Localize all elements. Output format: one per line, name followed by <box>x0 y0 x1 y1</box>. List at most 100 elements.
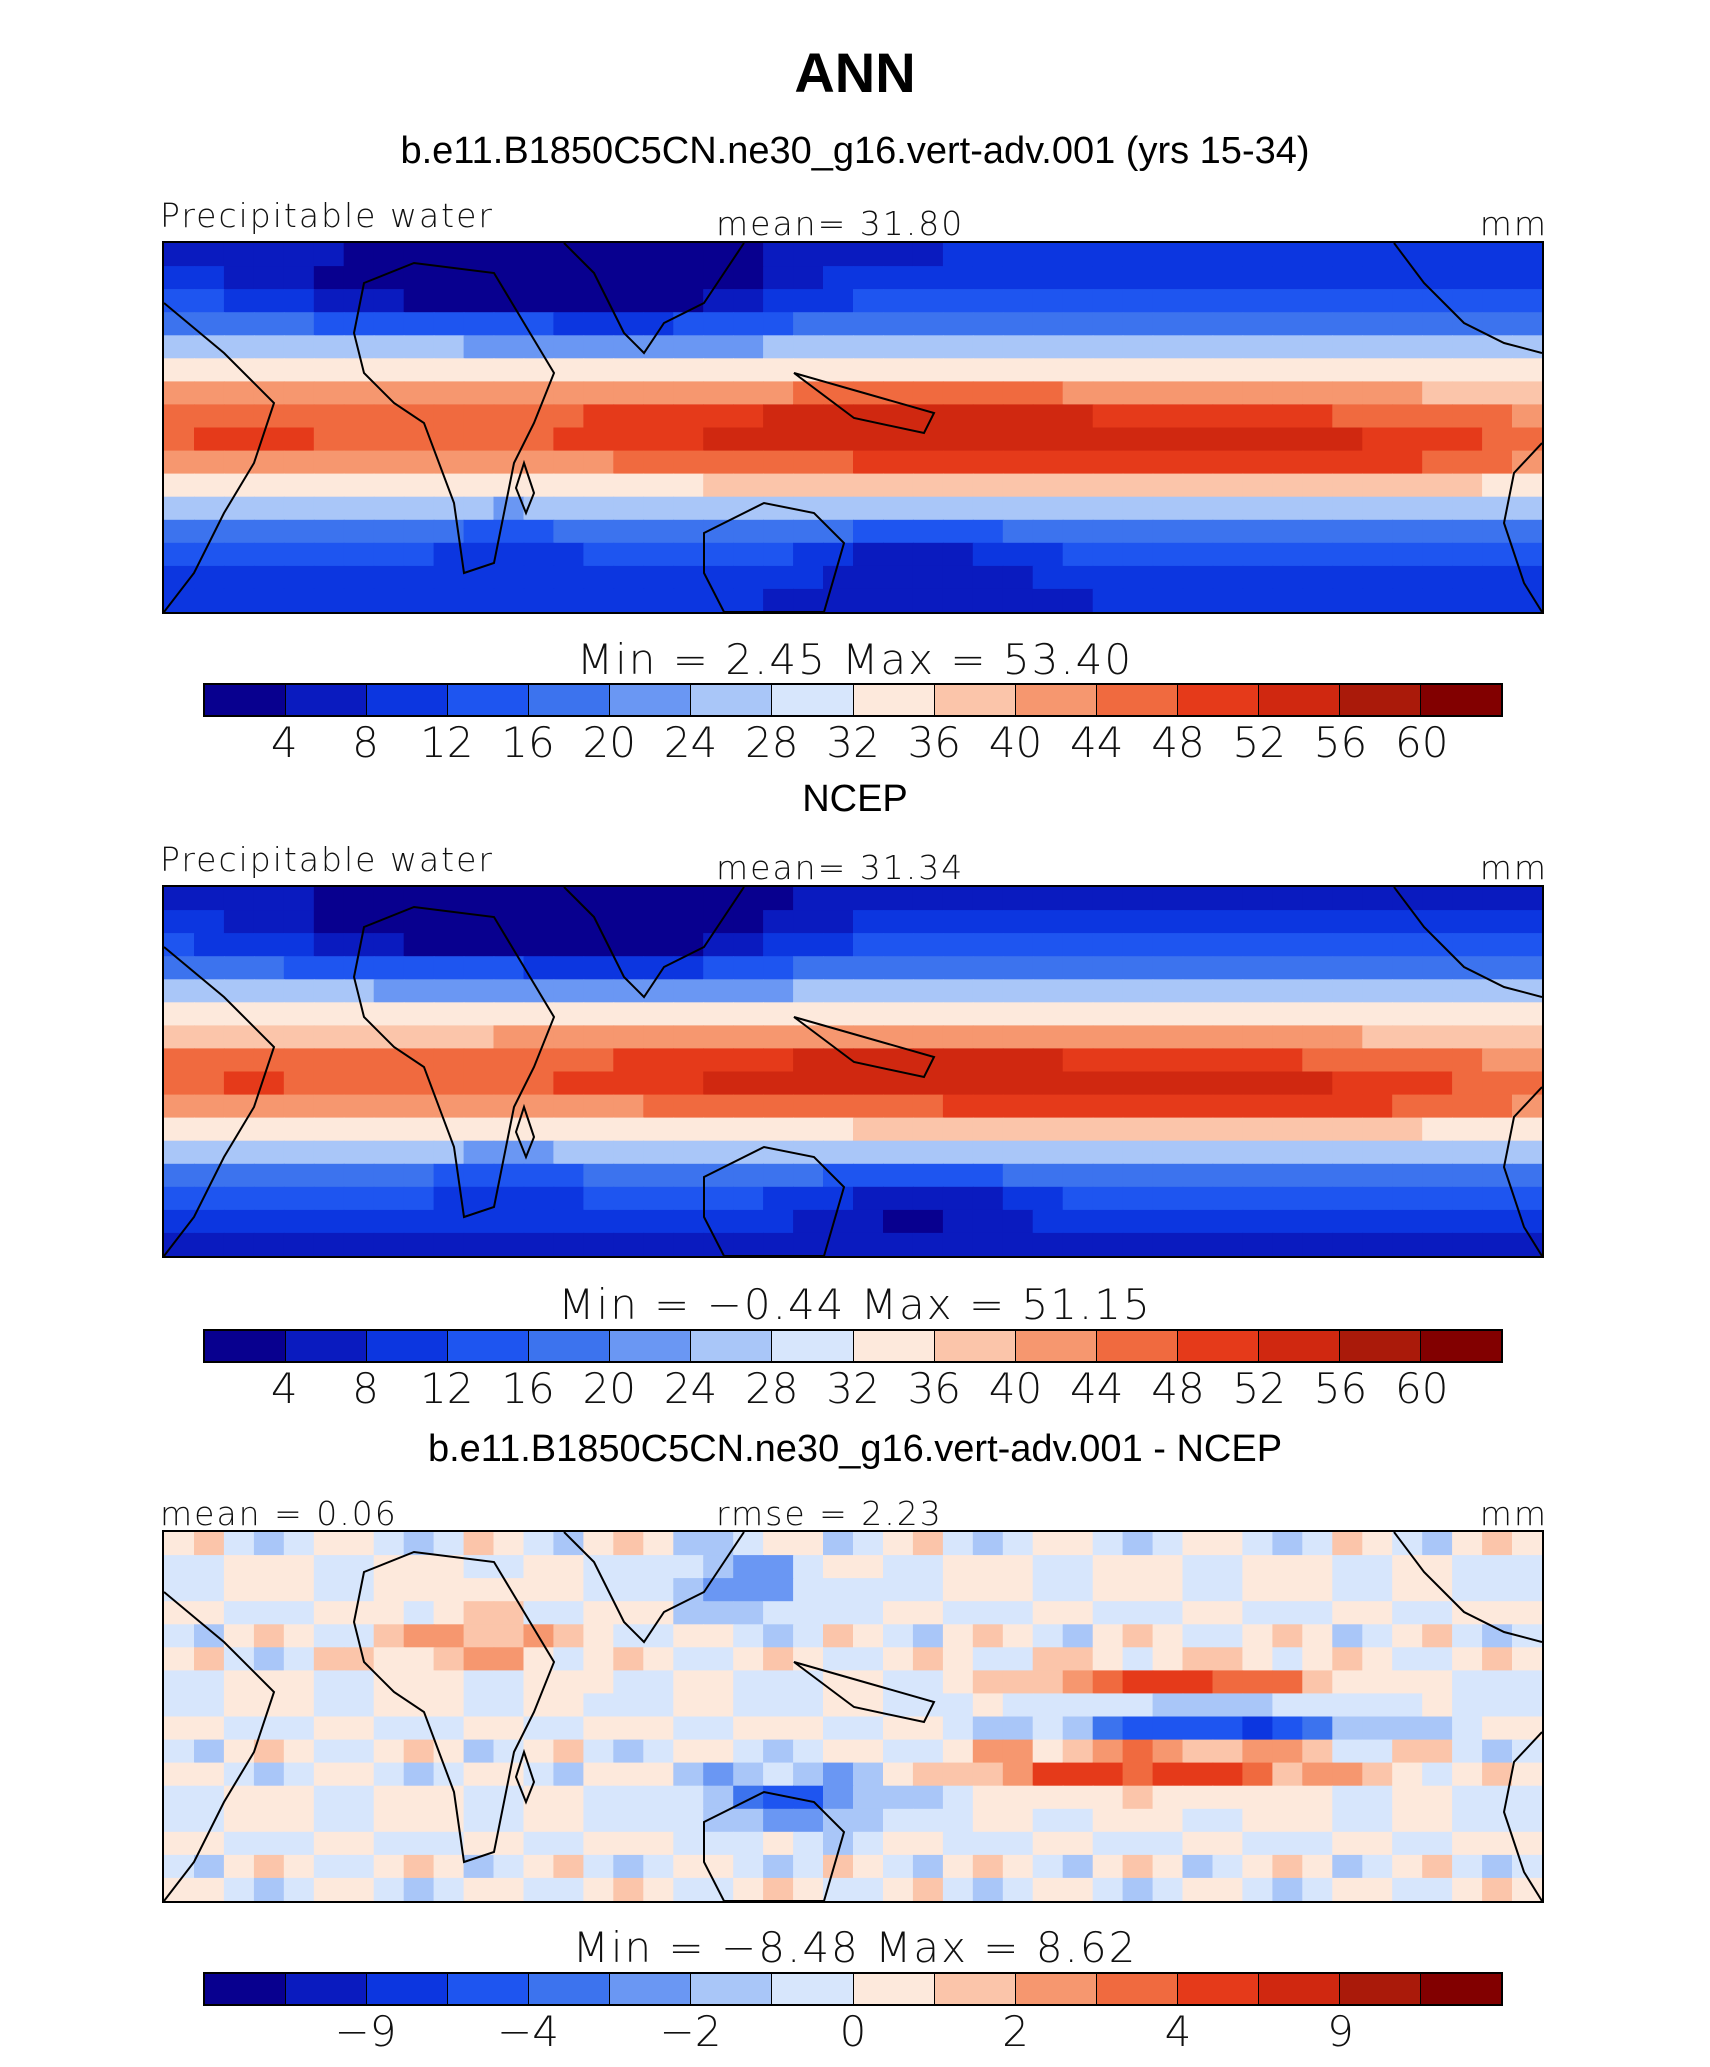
field-cell <box>373 1117 405 1142</box>
field-cell <box>403 1186 435 1211</box>
field-cell <box>283 1025 315 1050</box>
field-cell <box>1452 1647 1483 1672</box>
field-cell <box>1122 887 1154 911</box>
field-cell <box>194 381 225 406</box>
field-cell <box>253 312 285 337</box>
field-cell <box>553 312 585 337</box>
field-cell <box>433 1025 465 1050</box>
field-cell <box>1032 404 1064 429</box>
field-cell <box>853 358 884 383</box>
field-cell <box>1212 1716 1244 1741</box>
field-cell <box>1452 1117 1483 1142</box>
field-cell <box>1302 1854 1334 1879</box>
field-cell <box>373 1186 405 1211</box>
field-cell <box>1242 956 1274 981</box>
field-cell <box>343 1785 375 1810</box>
field-cell <box>823 1739 854 1764</box>
field-cell <box>643 1555 675 1579</box>
field-cell <box>1002 243 1034 267</box>
field-cell <box>1512 1163 1542 1188</box>
field-cell <box>164 1117 195 1142</box>
field-cell <box>283 1555 315 1579</box>
field-cell <box>703 1693 734 1718</box>
field-cell <box>553 1716 585 1741</box>
field-cell <box>553 910 585 934</box>
field-cell <box>1122 496 1154 521</box>
field-cell <box>1152 266 1184 290</box>
field-cell <box>164 1808 195 1833</box>
field-cell <box>853 1186 884 1211</box>
field-cell <box>1032 335 1064 360</box>
field-cell <box>613 887 645 911</box>
field-cell <box>733 427 764 452</box>
field-cell <box>523 1716 555 1741</box>
field-cell <box>164 1555 195 1579</box>
field-cell <box>583 1693 615 1718</box>
field-cell <box>793 312 824 337</box>
field-cell <box>912 1670 944 1695</box>
field-cell <box>1062 1601 1094 1626</box>
field-cell <box>283 1209 315 1234</box>
field-cell <box>1482 1232 1513 1256</box>
field-cell <box>523 266 555 290</box>
field-cell <box>823 1578 854 1602</box>
field-cell <box>1362 1670 1394 1695</box>
field-cell <box>1512 1647 1542 1672</box>
field-cell <box>1422 312 1453 337</box>
field-cell <box>583 1624 615 1649</box>
field-cell <box>1242 887 1274 911</box>
field-cell <box>433 1716 465 1741</box>
field-cell <box>1302 335 1334 360</box>
field-cell <box>343 427 375 452</box>
field-cell <box>823 496 854 521</box>
field-cell <box>793 519 824 544</box>
field-cell <box>733 1532 764 1556</box>
field-cell <box>733 1232 764 1256</box>
colorbar-swatch <box>610 1331 692 1361</box>
field-cell <box>283 312 315 337</box>
colorbar-tick-label: 20 <box>582 718 636 767</box>
field-cell <box>493 289 525 313</box>
field-cell <box>1212 404 1244 429</box>
field-cell <box>1482 519 1513 544</box>
field-cell <box>763 1693 794 1718</box>
field-cell <box>1212 933 1244 957</box>
field-cell <box>433 1002 465 1027</box>
field-cell <box>853 496 884 521</box>
field-cell <box>1002 1716 1034 1741</box>
field-cell <box>1422 1532 1453 1556</box>
colorbar-swatch <box>691 1974 773 2004</box>
field-cell <box>793 1209 824 1234</box>
field-cell <box>1092 1601 1124 1626</box>
field-cell <box>463 956 495 981</box>
field-cell <box>313 1071 345 1096</box>
field-cell <box>703 1140 734 1165</box>
field-cell <box>1422 496 1453 521</box>
panel-3-title: b.e11.B1850C5CN.ne30_g16.vert-adv.001 - … <box>427 1428 1283 1470</box>
field-cell <box>673 565 705 590</box>
field-cell <box>493 1877 525 1901</box>
field-cell <box>703 312 734 337</box>
field-cell <box>223 1670 255 1695</box>
field-cell <box>1302 1716 1334 1741</box>
field-cell <box>1362 243 1394 267</box>
field-cell <box>673 1071 705 1096</box>
field-cell <box>523 1048 555 1073</box>
field-cell <box>703 1601 734 1626</box>
colorbar-tick-label: 52 <box>1232 718 1286 767</box>
field-cell <box>1362 1048 1394 1073</box>
field-cell <box>1512 1532 1542 1556</box>
field-cell <box>1392 312 1423 337</box>
field-cell <box>1332 1025 1364 1050</box>
field-cell <box>553 427 585 452</box>
field-cell <box>793 1831 824 1856</box>
field-cell <box>583 1186 615 1211</box>
field-cell <box>1242 1094 1274 1119</box>
field-cell <box>1122 1071 1154 1096</box>
field-cell <box>733 1854 764 1879</box>
field-cell <box>463 1140 495 1165</box>
field-cell <box>493 979 525 1004</box>
field-cell <box>643 910 675 934</box>
field-cell <box>1242 1117 1274 1142</box>
field-cell <box>912 450 944 475</box>
